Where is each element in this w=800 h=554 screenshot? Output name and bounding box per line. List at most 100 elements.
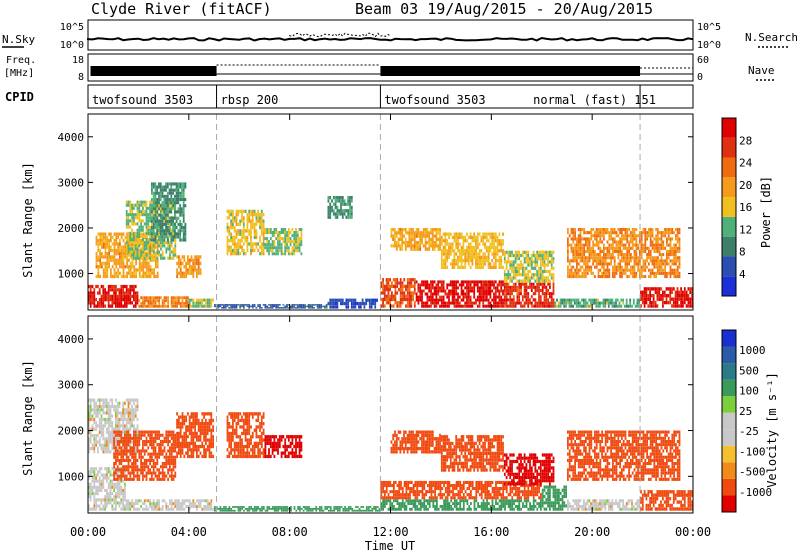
power-cell bbox=[421, 234, 423, 238]
power-cell bbox=[239, 219, 242, 223]
power-cell bbox=[599, 253, 602, 257]
velocity-cell bbox=[120, 501, 123, 505]
power-cell bbox=[389, 297, 391, 302]
power-cell bbox=[491, 289, 494, 293]
power-cell bbox=[340, 196, 342, 200]
power-cell bbox=[634, 304, 637, 308]
power-cell bbox=[424, 231, 427, 235]
power-cell bbox=[585, 249, 587, 253]
velocity-cell bbox=[138, 499, 141, 503]
power-cell bbox=[579, 231, 582, 235]
power-cell bbox=[166, 207, 169, 211]
power-cell bbox=[663, 300, 666, 305]
power-cell bbox=[262, 235, 265, 240]
power-cell bbox=[689, 290, 692, 294]
power-cell bbox=[147, 299, 150, 302]
velocity-cell bbox=[93, 482, 96, 486]
velocity-cell bbox=[356, 506, 359, 508]
power-cell bbox=[151, 198, 153, 202]
power-cell bbox=[145, 213, 148, 217]
velocity-cell bbox=[113, 507, 115, 511]
velocity-cell bbox=[270, 508, 272, 510]
power-cell bbox=[134, 284, 137, 289]
power-cell bbox=[125, 216, 128, 220]
power-cell bbox=[136, 216, 139, 220]
power-cell bbox=[689, 297, 692, 301]
cpid-segments: twofsound 3503 rbsp 200 twofsound 3503 norm… bbox=[92, 85, 656, 108]
power-cell bbox=[620, 304, 623, 308]
power-cell bbox=[138, 228, 141, 232]
power-cell bbox=[113, 245, 116, 249]
velocity-cell bbox=[250, 508, 252, 510]
power-cell bbox=[446, 304, 449, 308]
power-cell bbox=[260, 232, 263, 236]
velocity-cell bbox=[178, 507, 180, 511]
velocity-cell bbox=[224, 506, 227, 508]
power-cell bbox=[581, 271, 584, 275]
power-cell bbox=[131, 232, 134, 236]
power-cell bbox=[177, 222, 180, 226]
power-cell bbox=[457, 292, 459, 296]
power-cell bbox=[401, 281, 404, 285]
power-cell bbox=[433, 301, 436, 305]
velocity-cell bbox=[302, 506, 305, 508]
power-cell bbox=[170, 219, 173, 223]
power-cell bbox=[295, 246, 297, 250]
velocity-cell bbox=[190, 505, 193, 508]
power-cell bbox=[549, 292, 551, 296]
power-cell bbox=[644, 234, 647, 238]
power-cell bbox=[487, 259, 490, 263]
power-cell bbox=[437, 301, 440, 305]
power-cell bbox=[417, 244, 420, 248]
velocity-cell bbox=[122, 479, 124, 483]
power-cell bbox=[226, 248, 229, 253]
power-cell bbox=[675, 259, 677, 263]
power-cell bbox=[613, 237, 616, 241]
power-cell bbox=[523, 292, 526, 296]
power-cell bbox=[552, 257, 555, 261]
velocity-cell bbox=[111, 504, 114, 508]
power-cell bbox=[149, 206, 151, 210]
power-cell bbox=[631, 268, 634, 272]
power-cell bbox=[440, 283, 443, 287]
velocity-cell bbox=[172, 502, 175, 505]
velocity-cell bbox=[178, 499, 180, 503]
power-cell bbox=[255, 219, 258, 223]
power-cell bbox=[518, 263, 521, 267]
power-cell bbox=[442, 286, 445, 290]
power-cell bbox=[529, 260, 531, 264]
power-cell bbox=[626, 231, 629, 235]
power-cell bbox=[469, 235, 472, 240]
power-cell bbox=[439, 298, 441, 302]
power-cell bbox=[549, 282, 551, 286]
power-cell bbox=[237, 229, 240, 233]
power-cell bbox=[264, 246, 267, 250]
velocity-cell bbox=[322, 509, 325, 512]
power-cell bbox=[129, 291, 132, 295]
velocity-cell bbox=[335, 506, 337, 508]
power-cell bbox=[494, 259, 497, 263]
power-cell bbox=[617, 256, 620, 260]
power-cell bbox=[185, 261, 187, 266]
power-cell bbox=[467, 283, 470, 287]
power-cell bbox=[406, 241, 409, 245]
power-cell bbox=[487, 262, 490, 266]
velocity-cell bbox=[219, 509, 222, 512]
power-cell bbox=[485, 295, 488, 299]
power-cell bbox=[538, 269, 540, 274]
power-cell bbox=[182, 198, 185, 202]
velocity-cell bbox=[170, 505, 173, 508]
power-cell bbox=[419, 241, 422, 245]
power-cell bbox=[391, 291, 393, 295]
power-cell bbox=[678, 304, 681, 308]
power-cell bbox=[253, 232, 256, 236]
power-cell bbox=[161, 232, 164, 236]
power-cell bbox=[153, 252, 155, 256]
power-cell bbox=[667, 231, 670, 235]
velocity-cell bbox=[243, 509, 245, 512]
power-cell bbox=[134, 294, 137, 298]
power-cell bbox=[593, 301, 596, 305]
velocity-cell bbox=[347, 508, 350, 510]
power-cell bbox=[525, 282, 528, 286]
power-cell bbox=[120, 252, 123, 256]
